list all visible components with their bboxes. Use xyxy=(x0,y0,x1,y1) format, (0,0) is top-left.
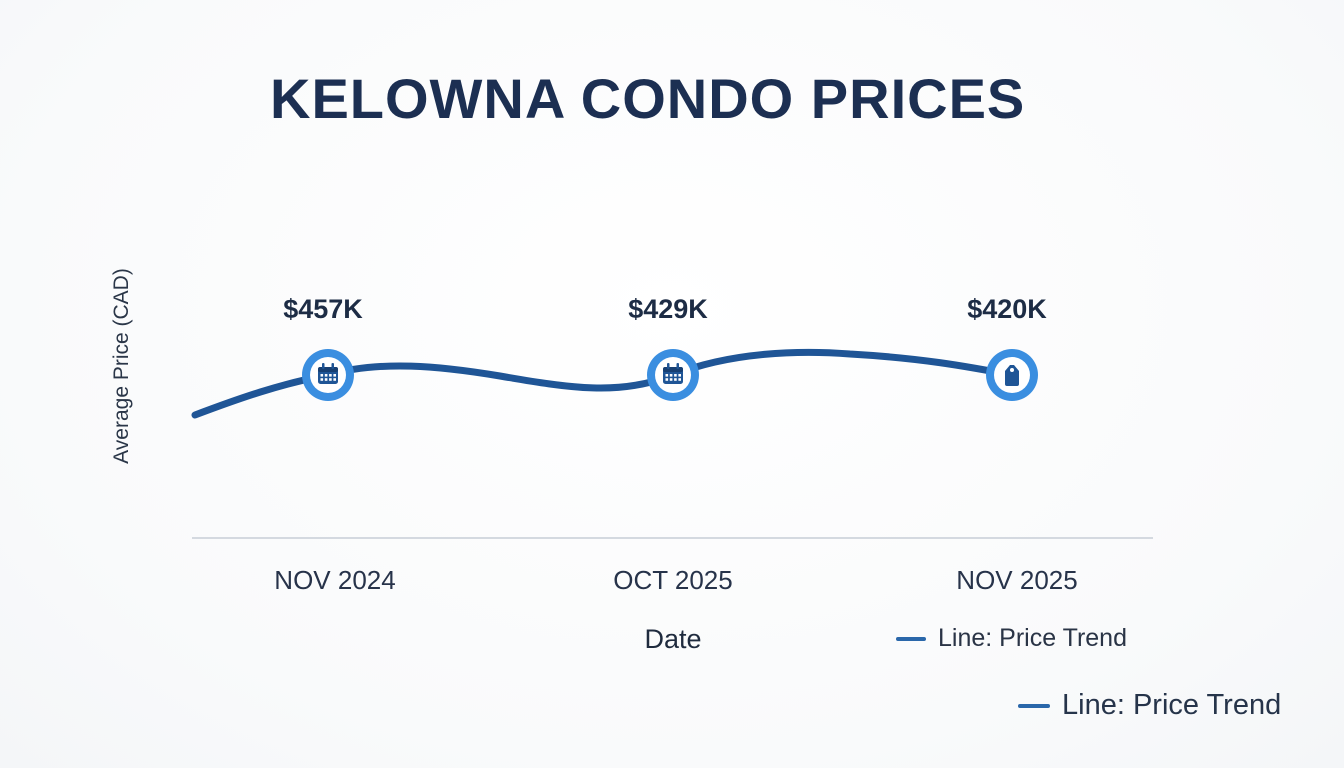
data-label: $429K xyxy=(628,294,708,324)
price-tag-shape xyxy=(1005,365,1019,386)
data-label: $420K xyxy=(967,294,1047,324)
calendar-icon xyxy=(318,363,338,384)
legend-label: Line: Price Trend xyxy=(938,624,1127,652)
legend-entry: Line: Price Trend xyxy=(896,624,1127,653)
calendar-ring xyxy=(322,363,325,369)
calendar-cell xyxy=(329,378,332,381)
x-tick-label: NOV 2025 xyxy=(956,565,1077,595)
calendar-ring xyxy=(331,363,334,369)
price-tag-icon xyxy=(1005,365,1019,386)
calendar-header xyxy=(318,367,338,372)
calendar-cell xyxy=(665,378,669,381)
calendar-icon xyxy=(663,363,683,384)
legend-line-swatch xyxy=(1018,703,1050,708)
x-tick-label: OCT 2025 xyxy=(613,565,732,595)
calendar-ring xyxy=(676,363,679,369)
calendar-cell xyxy=(669,378,673,381)
calendar-cell xyxy=(669,374,673,377)
legend-entry: Line: Price Trend xyxy=(1018,689,1281,722)
calendar-cell xyxy=(674,378,677,381)
calendar-cell xyxy=(678,378,681,381)
calendar-cell xyxy=(678,374,681,377)
calendar-cell xyxy=(333,374,336,377)
calendar-cell xyxy=(674,374,677,377)
calendar-cell xyxy=(324,374,328,377)
calendar-cell xyxy=(320,378,324,381)
calendar-cell xyxy=(320,374,324,377)
x-axis-label: Date xyxy=(644,624,702,654)
legend-label: Line: Price Trend xyxy=(1062,689,1282,721)
chart-title: KELOWNA CONDO PRICES xyxy=(270,67,1026,130)
calendar-cell xyxy=(324,378,328,381)
calendar-cell xyxy=(665,374,669,377)
legend-line-swatch xyxy=(896,636,926,641)
x-tick-label: NOV 2024 xyxy=(274,565,395,595)
calendar-ring xyxy=(667,363,670,369)
data-label: $457K xyxy=(283,294,363,324)
calendar-cell xyxy=(329,374,332,377)
price-tag-hole xyxy=(1010,368,1014,372)
calendar-cell xyxy=(333,378,336,381)
calendar-header xyxy=(663,367,683,372)
